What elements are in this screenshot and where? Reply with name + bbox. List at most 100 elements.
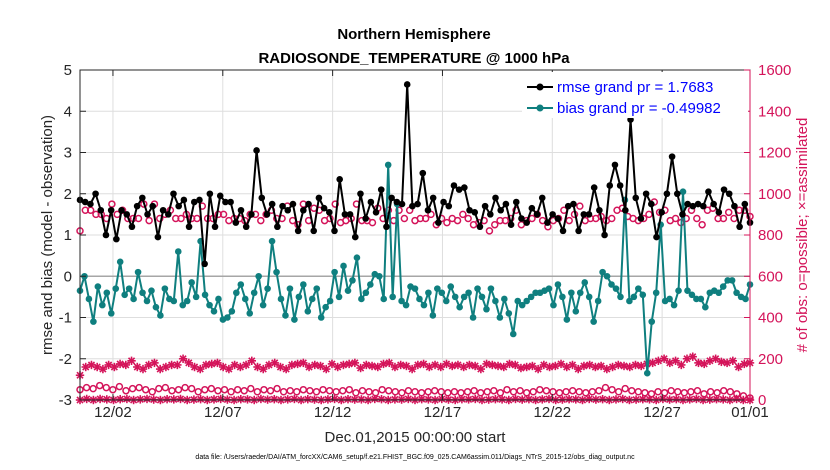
y-tick-label: 3 [64,145,72,162]
bias-point [273,268,280,276]
bias-point [585,293,593,301]
bias-point [420,301,428,309]
bias-point [335,293,343,301]
rmse-point [398,200,406,208]
bias-point [201,291,209,299]
legend-bias-marker [536,104,544,112]
bias-point [666,295,673,303]
obs-possible-marker-low [253,388,262,396]
obs-assimilated-marker-low [122,394,132,404]
obs-assimilated-marker [224,364,234,374]
bias-point [635,285,642,292]
obs-assimilated-marker-low [598,394,607,404]
bias-point [648,318,656,325]
obs-possible-marker-low [726,388,735,396]
obs-possible-marker-low [266,386,275,395]
bias-point [99,301,106,309]
obs-assimilated-marker [344,359,354,369]
obs-assimilated-marker-low [645,395,654,404]
y2-axis-label: # of obs: o=possible; ×=assimilated [794,118,811,353]
rmse-point [694,200,702,208]
obs-assimilated-marker [631,360,640,370]
obs-possible-marker-low [194,388,202,396]
rmse-point [564,202,572,210]
rmse-point [601,231,608,239]
legend-rmse-label: rmse grand pr = 1.7683 [557,79,713,96]
bias-point [402,301,410,309]
rmse-point [720,186,728,193]
rmse-point [242,223,250,231]
bias-point [107,310,115,317]
y2-tick-label: 1600 [758,62,791,79]
legend-rmse-marker [536,83,544,91]
obs-possible-marker-low [174,385,183,394]
rmse-point [170,190,177,198]
bias-point [594,297,602,305]
obs-assimilated-marker [173,360,182,370]
obs-possible-marker-low [220,385,229,394]
obs-assimilated-marker [516,363,526,373]
bias-point [116,258,124,266]
rmse-point [409,202,416,210]
obs-assimilated-marker [362,360,371,370]
bias-point [90,318,97,325]
y2-axis-ticks: 0 200 400 600 800 1000 1200 1400 1600 [744,62,791,409]
bias-point [478,293,486,301]
obs-assimilated-marker [488,360,497,370]
obs-assimilated-marker [322,364,331,374]
obs-assimilated-marker-low [290,394,299,404]
bias-point [103,289,111,297]
rmse-point [107,206,115,214]
bias-point [188,279,195,286]
rmse-point [331,227,338,235]
rmse-point [559,227,567,235]
rmse-point [175,202,182,210]
rmse-point [206,190,214,198]
chart-subtitle: RADIOSONDE_TEMPERATURE @ 1000 hPa [258,50,570,67]
bias-point [518,301,526,309]
bias-point [317,314,325,321]
rmse-point [715,209,723,216]
obs-possible-marker-low [503,385,511,394]
rmse-point [466,206,473,214]
obs-possible-marker-low [187,384,196,393]
rmse-point [81,198,89,206]
obs-assimilated-marker [688,352,697,361]
legend-box [522,72,748,118]
obs-assimilated-marker [339,360,348,370]
rmse-point [362,215,369,222]
obs-assimilated-marker [533,364,543,374]
obs-assimilated-marker [493,361,503,371]
obs-assimilated-marker [694,358,703,368]
obs-assimilated-marker-low [196,394,205,404]
bias-point [670,301,678,309]
rmse-point [507,221,515,228]
rmse-point [497,206,504,214]
rmse-point [326,209,333,216]
obs-possible-marker-low [89,384,97,393]
rmse-point [414,200,421,208]
y-tick-label: 0 [64,268,72,285]
rmse-point [154,233,162,241]
obs-assimilated-marker-low [417,394,426,404]
rmse-point [305,200,312,208]
obs-assimilated-marker-low [538,395,547,404]
obs-assimilated-marker-low [330,394,339,404]
obs-assimilated-marker [259,364,268,374]
bias-point [362,289,370,297]
bias-point [246,310,254,317]
obs-assimilated-marker [568,360,577,370]
obs-possible-marker [464,214,472,223]
bias-point [259,301,267,309]
obs-assimilated-marker [127,356,136,366]
rmse-point [310,227,318,235]
obs-assimilated-marker [385,358,394,368]
y-tick-label: -1 [59,310,72,327]
obs-possible-marker [331,200,339,208]
obs-possible-marker-low [660,389,669,397]
bias-point [447,283,455,290]
rmse-point [367,198,375,206]
bias-point [264,285,271,292]
obs-assimilated-marker-low [370,394,379,404]
